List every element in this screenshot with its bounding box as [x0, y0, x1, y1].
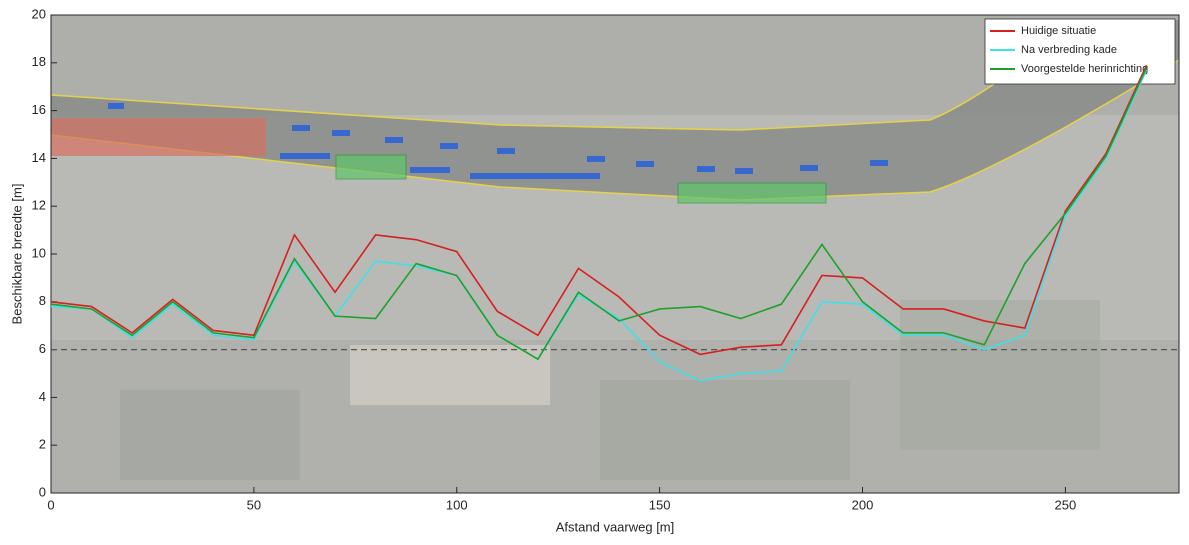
x-tick-label: 250 — [1055, 497, 1077, 512]
y-tick-label: 0 — [39, 484, 46, 499]
legend-label: Huidige situatie — [1021, 25, 1096, 37]
y-tick-label: 14 — [32, 150, 46, 165]
x-tick-label: 200 — [852, 497, 874, 512]
legend: Huidige situatie Na verbreding kade Voorge… — [985, 19, 1175, 84]
y-tick-label: 12 — [32, 198, 46, 213]
y-tick-label: 16 — [32, 102, 46, 117]
x-tick-label: 50 — [247, 497, 261, 512]
x-tick-label: 0 — [47, 497, 54, 512]
x-tick-label: 100 — [446, 497, 468, 512]
y-tick-label: 10 — [32, 245, 46, 260]
y-tick-label: 8 — [39, 293, 46, 308]
x-tick-label: 150 — [649, 497, 671, 512]
y-tick-label: 18 — [32, 54, 46, 69]
legend-label: Voorgestelde herinrichting — [1021, 63, 1148, 75]
y-tick-label: 2 — [39, 437, 46, 452]
x-axis-label: Afstand vaarweg [m] — [556, 519, 675, 534]
y-tick-label: 20 — [32, 6, 46, 21]
y-tick-label: 4 — [39, 389, 46, 404]
aerial-background — [51, 15, 1179, 493]
legend-label: Na verbreding kade — [1021, 44, 1117, 56]
y-tick-label: 6 — [39, 341, 46, 356]
chart: Afstand vaarweg [m] Beschikbare breedte … — [0, 0, 1189, 540]
y-axis-label: Beschikbare breedte [m] — [9, 184, 24, 325]
